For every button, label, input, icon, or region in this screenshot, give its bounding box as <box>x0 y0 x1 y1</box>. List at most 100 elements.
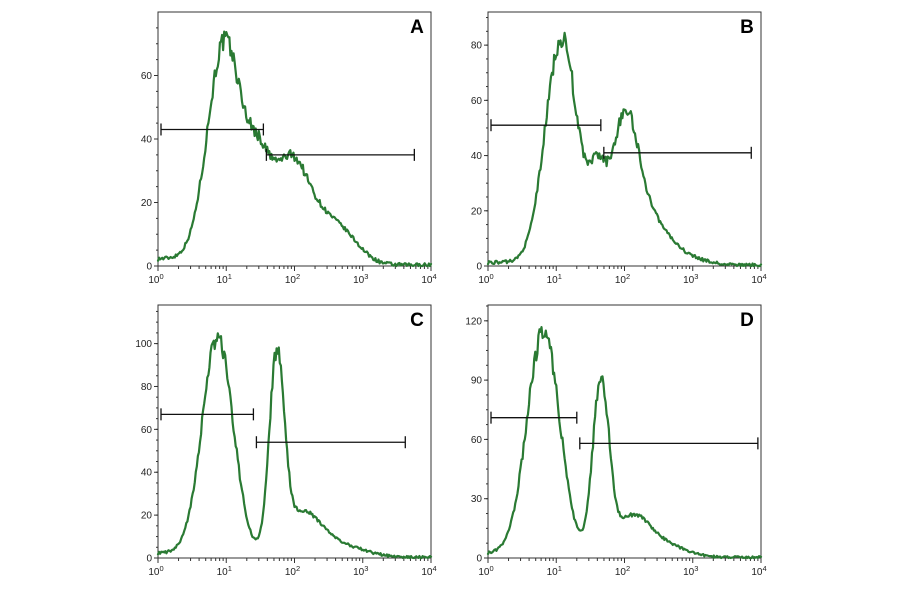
histogram-series <box>486 326 763 560</box>
gate-marker <box>265 148 415 161</box>
x-tick-label: 100 <box>478 272 493 286</box>
histogram-series <box>486 31 763 268</box>
panel-label: C <box>410 310 424 331</box>
histogram-series <box>156 30 433 268</box>
y-tick-label: 0 <box>146 554 152 565</box>
x-tick-exponent: 2 <box>626 272 630 281</box>
x-tick-label: 100 <box>148 272 163 286</box>
x-tick-exponent: 1 <box>558 272 562 281</box>
y-tick-label: 40 <box>141 135 153 146</box>
plot-frame <box>157 304 432 559</box>
x-tick-label: 101 <box>547 272 562 286</box>
x-tick-base: 10 <box>751 275 763 286</box>
y-tick-label: 60 <box>471 435 483 446</box>
x-tick-base: 10 <box>751 567 763 578</box>
x-tick-label: 103 <box>683 272 698 286</box>
panel-label: B <box>740 17 754 38</box>
y-tick-label: 0 <box>476 262 482 273</box>
y-tick-label: 60 <box>141 425 153 436</box>
x-tick-base: 10 <box>217 567 229 578</box>
panel-label: A <box>410 17 424 38</box>
x-tick-exponent: 0 <box>159 272 163 281</box>
x-tick-base: 10 <box>547 567 559 578</box>
plot-frame <box>487 11 762 267</box>
x-tick-exponent: 1 <box>558 564 562 573</box>
x-tick-exponent: 4 <box>762 564 766 573</box>
y-tick-label: 20 <box>141 511 153 522</box>
y-tick-label: 20 <box>471 206 483 217</box>
x-tick-base: 10 <box>148 567 160 578</box>
x-tick-label: 103 <box>353 564 368 578</box>
x-tick-base: 10 <box>148 275 160 286</box>
histogram-series <box>156 332 433 560</box>
x-tick-base: 10 <box>353 275 365 286</box>
y-tick-label: 40 <box>141 468 153 479</box>
x-tick-exponent: 0 <box>489 272 493 281</box>
y-tick-label: 0 <box>476 554 482 565</box>
x-tick-label: 100 <box>148 564 163 578</box>
x-tick-label: 101 <box>217 564 232 578</box>
x-tick-base: 10 <box>615 567 627 578</box>
gate-marker <box>603 146 752 159</box>
x-tick-base: 10 <box>683 567 695 578</box>
x-tick-label: 104 <box>751 272 766 286</box>
y-tick-label: 40 <box>471 151 483 162</box>
x-tick-base: 10 <box>547 275 559 286</box>
x-tick-base: 10 <box>217 275 229 286</box>
x-tick-label: 102 <box>615 564 630 578</box>
x-tick-exponent: 3 <box>694 272 698 281</box>
x-tick-exponent: 4 <box>762 272 766 281</box>
gate-marker <box>579 437 759 450</box>
x-tick-base: 10 <box>683 275 695 286</box>
x-tick-exponent: 0 <box>159 564 163 573</box>
x-tick-exponent: 3 <box>364 564 368 573</box>
x-tick-label: 102 <box>285 272 300 286</box>
gate-marker <box>490 411 578 424</box>
x-tick-label: 100 <box>478 564 493 578</box>
x-tick-exponent: 2 <box>626 564 630 573</box>
x-tick-label: 103 <box>683 564 698 578</box>
x-tick-exponent: 1 <box>228 272 232 281</box>
y-tick-label: 80 <box>471 41 483 52</box>
x-tick-label: 104 <box>421 564 436 578</box>
x-tick-exponent: 0 <box>489 564 493 573</box>
x-tick-base: 10 <box>285 275 297 286</box>
x-tick-exponent: 2 <box>296 272 300 281</box>
x-tick-base: 10 <box>478 567 490 578</box>
gate-marker <box>160 408 255 421</box>
plot-frame <box>487 304 762 559</box>
x-tick-label: 104 <box>421 272 436 286</box>
y-tick-label: 0 <box>146 262 152 273</box>
y-tick-label: 80 <box>141 382 153 393</box>
y-tick-label: 20 <box>141 198 153 209</box>
gate-marker <box>490 119 602 132</box>
x-tick-exponent: 4 <box>432 564 436 573</box>
y-tick-label: 30 <box>471 494 483 505</box>
y-tick-label: 100 <box>135 339 152 350</box>
panel-label: D <box>740 310 754 331</box>
x-tick-exponent: 2 <box>296 564 300 573</box>
x-tick-base: 10 <box>478 275 490 286</box>
x-tick-label: 103 <box>353 272 368 286</box>
x-tick-base: 10 <box>421 275 433 286</box>
x-tick-base: 10 <box>615 275 627 286</box>
gate-marker <box>160 123 265 136</box>
gate-marker <box>255 436 406 449</box>
x-tick-exponent: 3 <box>694 564 698 573</box>
x-tick-base: 10 <box>285 567 297 578</box>
x-tick-exponent: 4 <box>432 272 436 281</box>
x-tick-label: 101 <box>547 564 562 578</box>
x-tick-base: 10 <box>421 567 433 578</box>
x-tick-label: 102 <box>615 272 630 286</box>
x-tick-label: 104 <box>751 564 766 578</box>
y-tick-label: 60 <box>141 71 153 82</box>
y-tick-label: 90 <box>471 376 483 387</box>
y-tick-label: 60 <box>471 96 483 107</box>
y-tick-label: 120 <box>465 316 482 327</box>
x-tick-exponent: 1 <box>228 564 232 573</box>
